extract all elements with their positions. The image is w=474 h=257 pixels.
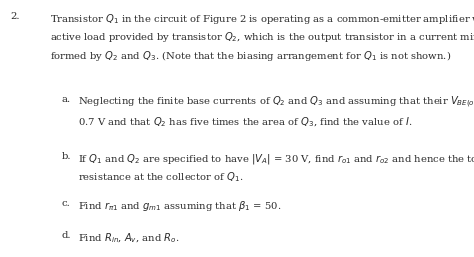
Text: If $Q_1$ and $Q_2$ are specified to have $|V_A|$ = 30 V, find $r_{o1}$ and $r_{o: If $Q_1$ and $Q_2$ are specified to have… xyxy=(78,152,474,184)
Text: 2.: 2. xyxy=(10,12,20,21)
Text: c.: c. xyxy=(62,199,70,208)
Text: Find $R_{in}$, $A_v$, and $R_o$.: Find $R_{in}$, $A_v$, and $R_o$. xyxy=(78,231,180,245)
Text: a.: a. xyxy=(62,95,71,104)
Text: Find $r_{\pi 1}$ and $g_{m1}$ assuming that $\beta_1$ = 50.: Find $r_{\pi 1}$ and $g_{m1}$ assuming t… xyxy=(78,199,282,213)
Text: Neglecting the finite base currents of $Q_2$ and $Q_3$ and assuming that their $: Neglecting the finite base currents of $… xyxy=(78,95,474,128)
Text: Transistor $Q_1$ in the circuit of Figure 2 is operating as a common-emitter amp: Transistor $Q_1$ in the circuit of Figur… xyxy=(50,12,474,62)
Text: b.: b. xyxy=(62,152,71,161)
Text: d.: d. xyxy=(62,231,71,240)
